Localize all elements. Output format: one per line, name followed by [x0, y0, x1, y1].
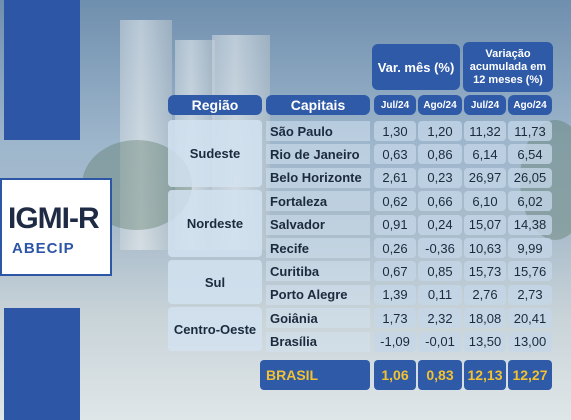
header-month-col: Ago/24: [508, 95, 552, 115]
value-cell: 6,02: [508, 191, 552, 212]
header-regiao: Região: [168, 95, 262, 115]
value-cell: 1,30: [374, 121, 416, 141]
value-cell: 0,91: [374, 214, 416, 235]
brasil-value: 12,13: [464, 360, 506, 390]
value-cell: 1,39: [374, 284, 416, 305]
value-cell: -0,36: [418, 238, 462, 258]
header-month-col: Ago/24: [418, 95, 462, 115]
region-cell: Nordeste: [168, 190, 262, 258]
value-cell: 11,32: [464, 121, 506, 141]
value-cell: 13,00: [508, 331, 552, 352]
value-cell: 26,97: [464, 167, 506, 188]
header-capitais: Capitais: [266, 95, 370, 115]
logo-sub-text: ABECIP: [12, 240, 75, 257]
value-cell: 15,07: [464, 214, 506, 235]
value-cell: 18,08: [464, 308, 506, 329]
header-var-mes: Var. mês (%): [372, 44, 460, 90]
city-cell: São Paulo: [266, 121, 370, 141]
brasil-value: 1,06: [374, 360, 416, 390]
value-cell: 6,10: [464, 191, 506, 212]
city-cell: Rio de Janeiro: [266, 144, 370, 165]
city-cell: Belo Horizonte: [266, 167, 370, 188]
value-cell: 1,20: [418, 121, 462, 141]
value-cell: 9,99: [508, 238, 552, 258]
city-cell: Goiânia: [266, 308, 370, 329]
value-cell: 20,41: [508, 308, 552, 329]
value-cell: 2,73: [508, 284, 552, 305]
value-cell: 0,11: [418, 284, 462, 305]
brasil-label: BRASIL: [260, 360, 370, 390]
background-building: [120, 20, 172, 250]
value-cell: 2,32: [418, 308, 462, 329]
region-cell: Centro-Oeste: [168, 307, 262, 351]
value-cell: 14,38: [508, 214, 552, 235]
value-cell: 0,63: [374, 144, 416, 165]
brasil-value: 0,83: [418, 360, 462, 390]
header-month-col: Jul/24: [464, 95, 506, 115]
value-cell: 0,67: [374, 261, 416, 282]
value-cell: 13,50: [464, 331, 506, 352]
value-cell: 0,62: [374, 191, 416, 212]
value-cell: 2,76: [464, 284, 506, 305]
value-cell: 0,66: [418, 191, 462, 212]
value-cell: 6,54: [508, 144, 552, 165]
value-cell: 11,73: [508, 121, 552, 141]
city-cell: Brasília: [266, 331, 370, 352]
value-cell: 0,26: [374, 238, 416, 258]
value-cell: 26,05: [508, 167, 552, 188]
logo-main-text: IGMI-R: [8, 202, 100, 235]
region-cell: Sudeste: [168, 120, 262, 188]
value-cell: -1,09: [374, 331, 416, 352]
igmi-r-logo: IGMI-R ABECIP: [0, 178, 112, 276]
value-cell: 15,76: [508, 261, 552, 282]
region-cell: Sul: [168, 260, 262, 305]
value-cell: 6,14: [464, 144, 506, 165]
decorative-bar-top: [4, 0, 80, 140]
value-cell: 0,85: [418, 261, 462, 282]
value-cell: -0,01: [418, 331, 462, 352]
decorative-bar-bottom: [4, 308, 80, 420]
brasil-value: 12,27: [508, 360, 552, 390]
city-cell: Porto Alegre: [266, 284, 370, 305]
value-cell: 2,61: [374, 167, 416, 188]
value-cell: 15,73: [464, 261, 506, 282]
city-cell: Recife: [266, 238, 370, 258]
value-cell: 1,73: [374, 308, 416, 329]
value-cell: 0,86: [418, 144, 462, 165]
value-cell: 0,24: [418, 214, 462, 235]
city-cell: Salvador: [266, 214, 370, 235]
city-cell: Curitiba: [266, 261, 370, 282]
header-variacao-acumulada: Variação acumulada em 12 meses (%): [463, 42, 553, 92]
value-cell: 10,63: [464, 238, 506, 258]
value-cell: 0,23: [418, 167, 462, 188]
city-cell: Fortaleza: [266, 191, 370, 212]
header-month-col: Jul/24: [374, 95, 416, 115]
